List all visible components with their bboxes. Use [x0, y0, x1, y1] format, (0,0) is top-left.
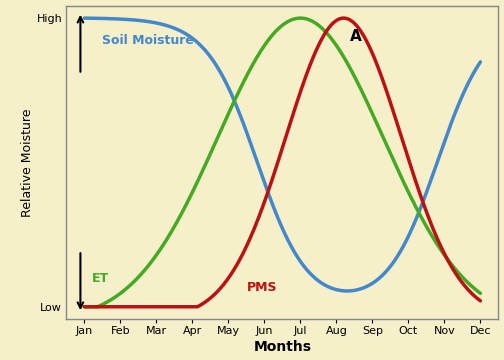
Text: A: A — [350, 30, 362, 44]
Y-axis label: Relative Moisture: Relative Moisture — [21, 108, 34, 217]
Text: ET: ET — [92, 272, 109, 285]
X-axis label: Months: Months — [254, 341, 311, 355]
Text: PMS: PMS — [246, 282, 277, 294]
Text: Soil Moisture: Soil Moisture — [102, 33, 194, 46]
